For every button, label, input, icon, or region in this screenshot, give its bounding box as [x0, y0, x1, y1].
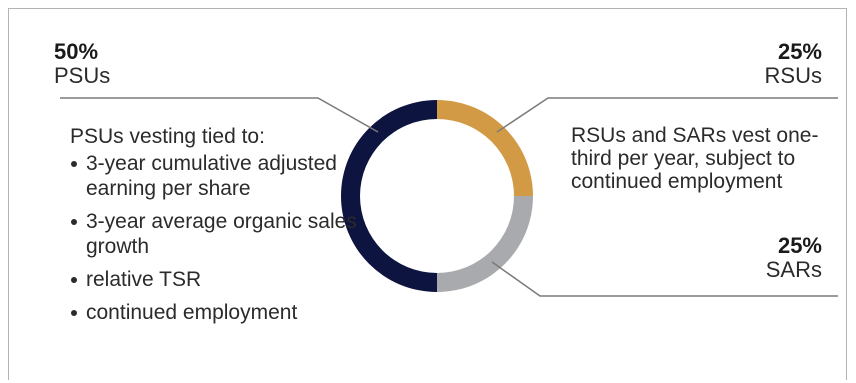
psu-percent: 50% — [54, 39, 99, 64]
psu-legend: 50% PSUs — [54, 40, 110, 88]
list-item-text: relative TSR — [86, 268, 202, 291]
slice-sars — [437, 196, 533, 292]
chart-frame — [8, 8, 847, 380]
bullet-icon — [71, 310, 77, 316]
psu-leader-line — [60, 97, 379, 133]
list-item: continued employment — [70, 300, 370, 325]
bullet-icon — [71, 219, 77, 225]
rsu-percent: 25% — [777, 39, 822, 64]
list-item-text: continued employment — [86, 301, 298, 324]
slice-psus — [341, 100, 437, 292]
psu-vesting-notes: PSUs vesting tied to: 3-year cumulative … — [70, 124, 370, 333]
psu-notes-list: 3-year cumulative adjusted earning per s… — [70, 151, 370, 325]
psu-name: PSUs — [54, 63, 111, 88]
bullet-icon — [71, 277, 77, 283]
sar-legend: 25% SARs — [766, 234, 822, 282]
slice-rsus — [437, 100, 533, 196]
sar-leader-line — [491, 261, 838, 297]
rsu-name: RSUs — [764, 63, 822, 88]
rsu-leader-line — [496, 97, 838, 133]
rsu-sar-vesting-note: RSUs and SARs vest one-third per year, s… — [571, 124, 819, 193]
list-item: 3-year average organic sales growth — [70, 209, 370, 259]
sar-percent: 25% — [777, 233, 822, 258]
list-item: 3-year cumulative adjusted earning per s… — [70, 151, 370, 201]
list-item: relative TSR — [70, 267, 370, 292]
psu-notes-intro: PSUs vesting tied to: — [70, 125, 265, 148]
sar-name: SARs — [765, 257, 822, 282]
list-item-text: 3-year cumulative adjusted earning per s… — [86, 152, 337, 200]
rsu-legend: 25% RSUs — [765, 40, 822, 88]
bullet-icon — [71, 161, 77, 167]
list-item-text: 3-year average organic sales growth — [86, 210, 357, 258]
